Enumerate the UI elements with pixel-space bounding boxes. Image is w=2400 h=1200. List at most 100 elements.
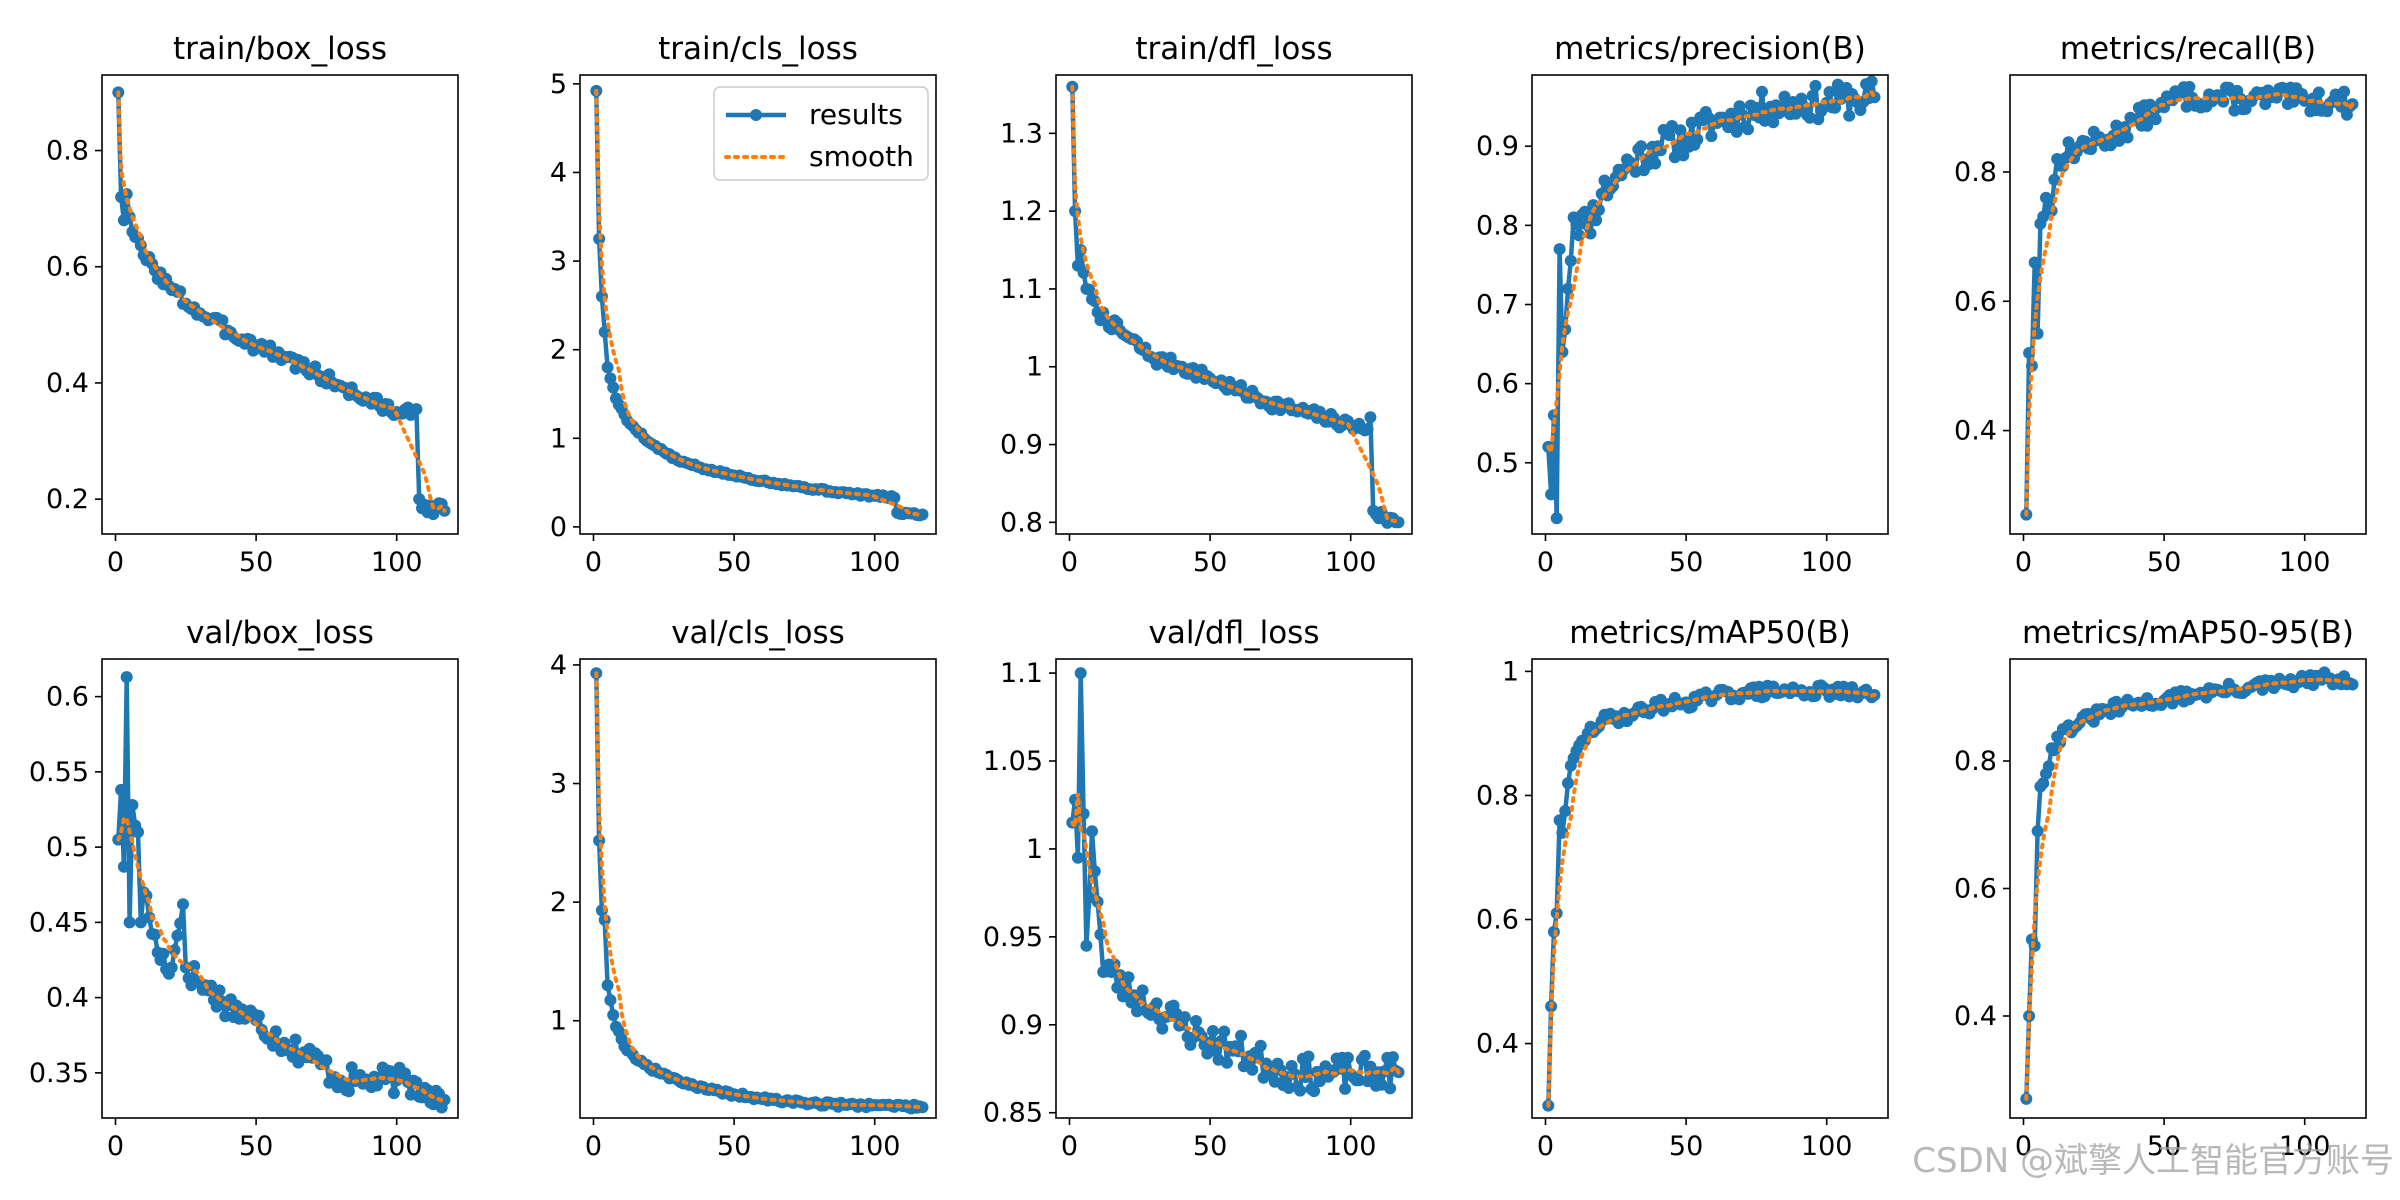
results-marker	[115, 783, 128, 796]
y-tick-label: 1	[550, 423, 567, 454]
y-tick-label: 1.05	[983, 746, 1043, 777]
x-tick-label: 0	[1061, 547, 1078, 578]
smooth-line	[2024, 92, 2355, 517]
axes-frame	[2009, 74, 2367, 535]
plot-area	[1066, 80, 1405, 529]
results-marker	[1767, 116, 1780, 129]
y-tick-label: 0.5	[46, 832, 89, 863]
x-tick-label: 100	[1325, 547, 1377, 578]
results-marker	[213, 984, 226, 997]
results-line	[1070, 86, 1399, 526]
results-marker	[1635, 140, 1648, 153]
results-marker	[123, 916, 136, 929]
y-tick-label: 1	[1026, 352, 1043, 383]
watermark: CSDN @斌擎人工智能官方账号	[1912, 1141, 2394, 1181]
results-marker	[607, 1009, 620, 1021]
results-marker	[1206, 1025, 1219, 1037]
x-tick-label: 100	[2279, 547, 2331, 578]
results-marker	[1573, 229, 1586, 242]
results-marker	[2183, 80, 2196, 93]
y-tick-label: 5	[550, 69, 567, 100]
subplot: train/box_loss 0 50 100 0.2 0.4 0.6 0.8	[46, 31, 459, 578]
results-marker	[1361, 423, 1374, 435]
results-marker	[1384, 1082, 1397, 1095]
results-marker	[2085, 143, 2097, 156]
results-marker	[1570, 218, 1583, 231]
results-marker	[2346, 678, 2359, 691]
results-marker	[1294, 1084, 1307, 1097]
subplot: val/cls_loss 0 50 100 1 2 3 4	[550, 615, 937, 1162]
y-tick-label: 0.35	[29, 1058, 89, 1089]
x-tick-label: 50	[1669, 547, 1703, 578]
y-tick-label: 0.5	[1476, 448, 1519, 479]
results-marker	[188, 960, 201, 972]
y-tick-label: 1.1	[1000, 658, 1043, 689]
axes-frame	[101, 658, 459, 1119]
y-tick-label: 0.6	[1954, 874, 1997, 905]
results-marker	[601, 361, 614, 374]
subplot-title: val/box_loss	[186, 615, 374, 651]
y-tick-label: 0.4	[1954, 1001, 1997, 1032]
x-tick-label: 50	[1669, 1131, 1703, 1162]
x-tick-label: 0	[2015, 547, 2032, 578]
x-tick-label: 0	[585, 547, 602, 578]
y-tick-label: 4	[550, 157, 567, 188]
y-tick-label: 0.45	[29, 907, 89, 938]
results-marker	[174, 917, 187, 930]
results-marker	[1251, 1051, 1264, 1064]
axes-frame	[101, 74, 459, 535]
results-marker	[177, 898, 189, 911]
y-tick-label: 0.4	[46, 368, 89, 399]
results-marker	[1218, 1025, 1231, 1038]
plot-area	[590, 667, 929, 1115]
results-marker	[1553, 243, 1566, 256]
results-marker	[1564, 254, 1577, 267]
axes-frame	[1055, 74, 1413, 535]
x-tick-label: 50	[717, 547, 751, 578]
results-marker	[1756, 85, 1768, 98]
x-tick-label: 0	[2015, 1131, 2032, 1162]
results-marker	[1865, 75, 1878, 88]
results-marker	[1074, 667, 1087, 680]
subplot: metrics/mAP50(B) 0 50 100 0.4 0.6 0.8 1	[1476, 615, 1889, 1162]
results-marker	[1364, 411, 1377, 424]
axes-frame	[579, 658, 937, 1119]
results-marker	[1209, 1044, 1222, 1057]
results-marker	[1156, 1022, 1169, 1035]
results-line	[1070, 670, 1400, 1094]
results-marker	[1086, 825, 1098, 838]
results-marker	[1136, 984, 1149, 997]
x-tick-label: 100	[1801, 547, 1853, 578]
x-tick-label: 100	[1325, 1131, 1377, 1162]
results-marker	[2312, 86, 2325, 99]
y-tick-label: 0.2	[46, 484, 89, 515]
plot-area	[2020, 80, 2359, 521]
smooth-line	[116, 90, 447, 513]
subplot-title: train/cls_loss	[658, 31, 858, 67]
plot-area	[1542, 679, 1881, 1112]
results-line	[1546, 683, 1876, 1106]
smooth-line	[116, 815, 447, 1103]
y-tick-label: 0.8	[1954, 746, 1997, 777]
results-marker	[2121, 131, 2134, 144]
subplot: metrics/mAP50-95(B) 0 50 100 0.4 0.6 0.8	[1954, 615, 2367, 1162]
x-tick-label: 50	[717, 1131, 751, 1162]
results-marker	[1341, 1051, 1354, 1064]
results-marker	[1649, 157, 1662, 170]
x-tick-label: 50	[1193, 547, 1227, 578]
results-marker	[216, 314, 229, 327]
smooth-line	[1070, 84, 1401, 525]
results-marker	[157, 947, 170, 960]
subplot: metrics/precision(B) 0 50 100 0.5 0.6 0.7 0.8 0.…	[1476, 31, 1889, 578]
legend-box	[713, 86, 929, 181]
axes-frame	[1531, 658, 1889, 1119]
x-tick-label: 50	[1193, 1131, 1227, 1162]
results-marker	[1071, 851, 1084, 864]
results-marker	[1705, 130, 1718, 143]
results-marker	[1190, 1015, 1202, 1027]
results-line	[1546, 79, 1877, 521]
y-tick-label: 0.8	[1476, 210, 1519, 241]
subplot-title: metrics/precision(B)	[1554, 31, 1866, 67]
x-tick-label: 50	[2147, 1131, 2181, 1162]
y-tick-label: 1.1	[1000, 274, 1043, 305]
